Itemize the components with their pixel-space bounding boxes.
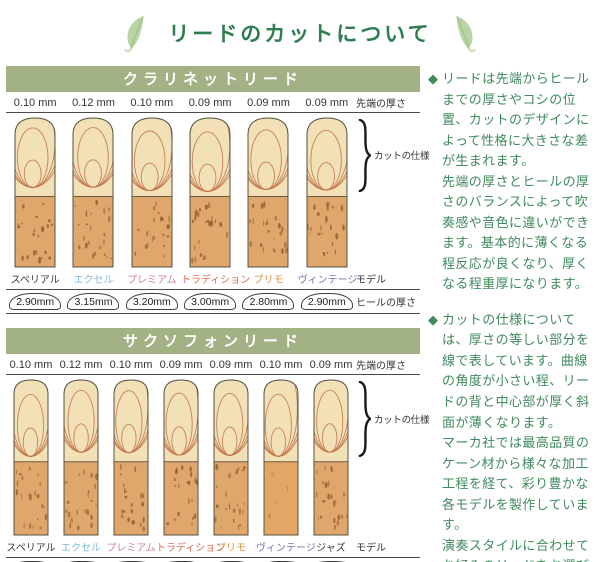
reed-illustration	[6, 378, 56, 536]
model-name: ヴィンテージ	[256, 543, 316, 554]
heel-thickness-value: 3.15mm	[67, 293, 120, 310]
reed-illustration	[156, 378, 206, 536]
reed-illustration	[298, 116, 356, 268]
tip-thickness-value: 0.09 mm	[209, 358, 253, 371]
tip-thickness-value: 0.10 mm	[259, 358, 303, 371]
cut-spec-label: カットの仕様	[374, 414, 430, 426]
tip-thickness-value: 0.12 mm	[59, 358, 103, 371]
section-title-bar: サクソフォンリード	[6, 328, 420, 354]
heel-thickness-cell: 2.90mm	[298, 292, 356, 310]
tip-thickness-row: 0.10 mm 0.12 mm 0.10 mm 0.09 mm 0.09 mm 0.10 …	[6, 354, 420, 375]
note-paragraph: マーカ社では最高品質のケーン材から様々な加工工程を経て、彩り豊かな各モデルを製作…	[442, 433, 596, 536]
brace-icon	[358, 119, 371, 192]
model-name: トラディション	[180, 275, 251, 286]
diamond-bullet-icon: ◆	[428, 71, 439, 86]
tip-thickness-value: 0.09 mm	[247, 96, 290, 109]
heel-thickness-row: 2.90mm 3.15mm 3.20mm 3.00mm 2.80mm 2.90mm ヒールの…	[6, 290, 420, 314]
heel-thickness-cell: 2.90mm	[6, 292, 64, 310]
heel-thickness-value: 2.90mm	[300, 293, 353, 310]
leaf-icon	[456, 15, 476, 52]
note-text: 先端の厚さとヒールの厚さのバランスによって吹奏感や音色に違いができます。基本的に…	[442, 173, 590, 292]
reed-illustration	[56, 378, 106, 536]
model-name: スペリアル	[10, 275, 60, 286]
cut-spec-callout: カットの仕様	[358, 381, 430, 457]
cut-spec-zone: カットの仕様	[356, 116, 430, 268]
page-header: リードのカットについて	[0, 0, 600, 55]
heel-thickness-label: ヒールの厚さ	[356, 297, 416, 309]
cut-spec-label: カットの仕様	[374, 151, 430, 163]
model-label: モデル	[356, 275, 386, 286]
heel-thickness-cell: 2.80mm	[239, 292, 297, 310]
heel-thickness-cell: 3.15mm	[64, 292, 122, 310]
heel-thickness-value: 2.80mm	[242, 293, 295, 310]
heel-thickness-cell: 3.20mm	[123, 292, 181, 310]
note-text: 演奏スタイルに合わせてお好みのリードをお選び下さい。	[442, 537, 590, 562]
note-block: ◆ リードは先端からヒールまでの厚さやコシの位置、カットのデザインによって性格に大…	[428, 69, 596, 295]
reed-illustration	[239, 116, 297, 268]
model-name: プレミアム	[106, 543, 156, 554]
model-name: プリモ	[253, 275, 284, 286]
note-text: マーカ社では最高品質のケーン材から様々な加工工程を経て、彩り豊かな各モデルを製作…	[442, 435, 590, 533]
tip-thickness-value: 0.12 mm	[72, 96, 115, 109]
tip-thickness-label: 先端の厚さ	[356, 361, 406, 372]
reed-illustration	[6, 116, 64, 268]
heel-thickness-cell: 3.00mm	[181, 292, 239, 310]
tip-thickness-value: 0.09 mm	[305, 96, 349, 109]
reed-illustration	[306, 378, 356, 536]
reed-illustrations-row: カットの仕様	[6, 113, 430, 269]
heel-thickness-value: 2.90mm	[9, 293, 62, 310]
reed-section: クラリネットリード 0.10 mm 0.12 mm 0.10 mm 0.09 mm 0.0…	[6, 66, 430, 314]
heel-thickness-row: 3.30mm3.40mm3.40mm3.30mm3.25mm3.30mm3.30…	[6, 558, 420, 562]
reed-illustration	[181, 116, 239, 268]
tip-thickness-value: 0.09 mm	[159, 358, 203, 371]
model-name: ジャズ	[316, 543, 346, 554]
reed-illustration	[256, 378, 306, 536]
reed-illustration	[123, 116, 181, 268]
model-name: エクセル	[61, 543, 101, 554]
reed-section: サクソフォンリード 0.10 mm 0.12 mm 0.10 mm 0.09 mm 0.0…	[6, 328, 430, 562]
note-paragraph: 先端の厚さとヒールの厚さのバランスによって吹奏感や音色に違いができます。基本的に…	[442, 172, 596, 295]
reed-illustration	[206, 378, 256, 536]
reed-illustrations-row: カットの仕様	[6, 375, 430, 537]
note-text: カットの仕様については、厚さの等しい部分を線で表しています。曲線の角度が小さい程…	[442, 311, 590, 430]
reed-diagrams: クラリネットリード 0.10 mm 0.12 mm 0.10 mm 0.09 mm 0.0…	[6, 66, 430, 562]
leaf-icon	[124, 15, 144, 52]
tip-thickness-row: 0.10 mm 0.12 mm 0.10 mm 0.09 mm 0.09 mm 0.09 …	[6, 92, 420, 113]
tip-thickness-value: 0.10 mm	[109, 358, 153, 371]
tip-thickness-value: 0.10 mm	[9, 358, 53, 371]
diamond-bullet-icon: ◆	[428, 311, 439, 327]
model-name: プリモ	[216, 543, 246, 554]
model-name: エクセル	[73, 275, 114, 286]
reed-illustration	[64, 116, 122, 268]
tip-thickness-value: 0.09 mm	[309, 358, 353, 371]
tip-thickness-value: 0.10 mm	[13, 96, 57, 109]
model-name: スペリアル	[6, 543, 56, 554]
heel-thickness-value: 3.20mm	[125, 293, 178, 310]
note-paragraph: ◆ カットの仕様については、厚さの等しい部分を線で表しています。曲線の角度が小さい…	[428, 310, 596, 433]
tip-thickness-value: 0.09 mm	[188, 96, 232, 109]
tip-thickness-value: 0.10 mm	[130, 96, 174, 109]
section-title-bar: クラリネットリード	[6, 66, 420, 92]
cut-spec-callout: カットの仕様	[358, 119, 430, 192]
description-notes: ◆ リードは先端からヒールまでの厚さやコシの位置、カットのデザインによって性格に大…	[428, 69, 596, 562]
note-paragraph: 演奏スタイルに合わせてお好みのリードをお選び下さい。	[442, 536, 596, 562]
reed-illustration	[106, 378, 156, 536]
model-name: プレミアム	[127, 275, 177, 286]
note-paragraph: ◆ リードは先端からヒールまでの厚さやコシの位置、カットのデザインによって性格に大…	[428, 69, 596, 172]
cut-spec-zone: カットの仕様	[356, 378, 430, 536]
model-label: モデル	[356, 543, 386, 554]
model-row: スペリアル エクセル プレミアム トラディション プリモ ヴィンテージ モデル	[6, 269, 420, 290]
note-block: ◆ カットの仕様については、厚さの等しい部分を線で表しています。曲線の角度が小さい…	[428, 310, 596, 562]
tip-thickness-label: 先端の厚さ	[356, 99, 406, 110]
heel-thickness-value: 3.00mm	[184, 293, 237, 310]
note-text: リードは先端からヒールまでの厚さやコシの位置、カットのデザインによって性格に大き…	[442, 71, 590, 169]
model-name: ヴィンテージ	[297, 275, 358, 286]
model-name: トラディション	[156, 543, 226, 554]
page-title: リードのカットについて	[168, 23, 432, 46]
brace-icon	[358, 381, 371, 457]
model-row: スペリアル エクセル プレミアム トラディション プリモ ヴィンテージ ジャズ モデル	[6, 537, 420, 558]
